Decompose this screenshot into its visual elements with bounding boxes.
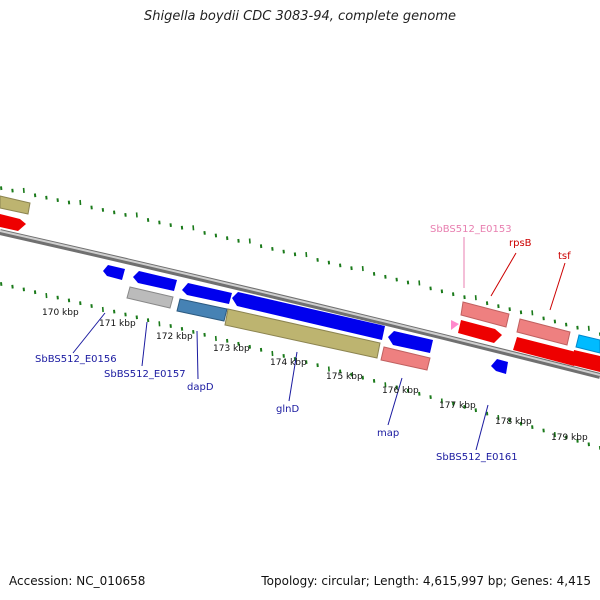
gene-label-glnD: glnD [276, 404, 299, 415]
gene-label-map: map [377, 428, 399, 439]
tick-label: 175 kbp [326, 372, 363, 382]
tick-label: 179 kbp [551, 433, 588, 443]
tick-label: 171 kbp [99, 319, 136, 329]
gene-feature[interactable] [103, 265, 125, 280]
gene-label-SbBS512_E0153: SbBS512_E0153 [430, 224, 512, 235]
gene-feature[interactable] [0, 195, 31, 215]
label-leaders [72, 237, 566, 451]
gene-feature[interactable] [232, 292, 385, 340]
accession-label: Accession: NC_010658 [9, 574, 146, 588]
gene-feature[interactable] [458, 320, 502, 343]
gene-label-dapD: dapD [187, 382, 214, 393]
gene-feature[interactable] [460, 301, 510, 328]
tick-label: 178 kbp [495, 417, 532, 427]
tick-label: 174 kbp [270, 358, 307, 368]
gene-feature[interactable] [380, 346, 431, 371]
tick-label: 173 kbp [213, 344, 250, 354]
reverse-strand-features [103, 265, 508, 374]
gene-feature[interactable] [176, 298, 228, 322]
gene-label-SbBS512_E0157: SbBS512_E0157 [104, 369, 186, 380]
tick-label: 176 kbp [382, 386, 419, 396]
tick-label: 172 kbp [156, 332, 193, 342]
gene-feature[interactable] [0, 214, 26, 231]
gene-feature[interactable] [575, 334, 600, 354]
gene-feature[interactable] [516, 318, 571, 346]
forward-strand-features [0, 195, 600, 372]
outer-tick-ring [0, 186, 600, 336]
genome-stats-label: Topology: circular; Length: 4,615,997 bp… [261, 574, 591, 588]
gene-feature[interactable] [388, 331, 433, 353]
tick-label: 177 kbp [439, 401, 476, 411]
gene-label-SbBS512_E0161: SbBS512_E0161 [436, 452, 518, 463]
gene-feature[interactable] [126, 286, 174, 309]
gene-feature[interactable] [491, 359, 508, 374]
tick-label: 170 kbp [42, 308, 79, 318]
genome-title: Shigella boydii CDC 3083-94, complete ge… [143, 9, 457, 24]
gene-label-rpsB: rpsB [509, 238, 532, 249]
gene-feature[interactable] [133, 271, 177, 291]
gene-feature[interactable] [513, 337, 582, 366]
gene-feature[interactable] [224, 308, 381, 359]
gene-label-SbBS512_E0156: SbBS512_E0156 [35, 354, 117, 365]
gene-label-tsf: tsf [558, 251, 571, 262]
genome-backbone-highlight [0, 230, 600, 376]
gene-feature[interactable] [182, 283, 232, 304]
gene-feature[interactable] [451, 320, 459, 330]
gene-feature[interactable] [572, 350, 600, 372]
tick-labels: 170 kbp 171 kbp 172 kbp 173 kbp 174 kbp … [42, 308, 588, 443]
